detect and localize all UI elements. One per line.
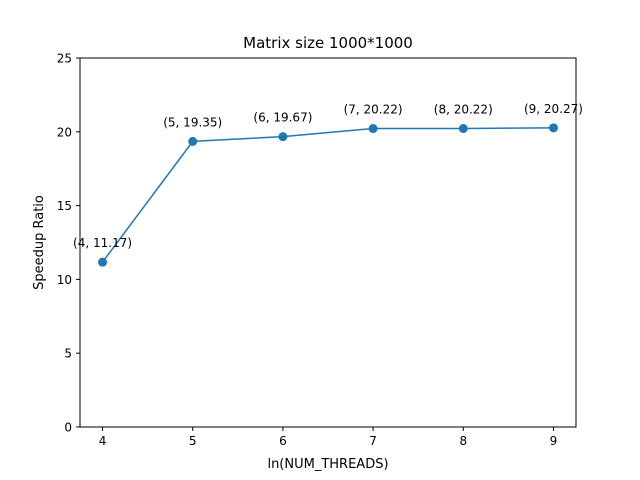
y-tick-label: 5 <box>64 347 72 361</box>
data-label: (7, 20.22) <box>344 103 403 117</box>
ticks-layer: 4 5 6 7 8 9 0 5 10 15 20 25 <box>57 52 558 449</box>
y-tick-label: 10 <box>57 273 72 287</box>
data-point <box>98 257 108 267</box>
y-tick-label: 25 <box>57 52 72 66</box>
data-label: (6, 19.67) <box>253 111 312 125</box>
series-line <box>101 127 554 263</box>
y-axis-label: Speedup Ratio <box>32 195 47 290</box>
y-tick-label: 0 <box>64 421 72 435</box>
x-tick-label: 8 <box>459 434 467 448</box>
x-tick-label: 9 <box>550 434 558 448</box>
data-label: (5, 19.35) <box>163 115 222 129</box>
marks-layer: (4, 11.17) (5, 19.35) (6, 19.67) (7, 20.22)… <box>73 102 583 267</box>
data-point <box>458 124 468 134</box>
data-point <box>188 136 198 146</box>
x-tick-label: 6 <box>279 434 287 448</box>
chart-title: Matrix size 1000*1000 <box>243 34 413 52</box>
axes-frame <box>79 57 577 428</box>
x-tick-label: 7 <box>369 434 377 448</box>
data-label: (4, 11.17) <box>73 236 132 250</box>
data-point <box>278 132 288 142</box>
data-point <box>368 124 378 134</box>
x-tick-label: 5 <box>189 434 197 448</box>
x-tick-label: 4 <box>99 434 107 448</box>
data-label: (8, 20.22) <box>434 103 493 117</box>
y-tick-label: 20 <box>57 125 72 139</box>
data-label: (9, 20.27) <box>524 102 583 116</box>
y-tick-label: 15 <box>57 199 72 213</box>
x-axis-label: ln(NUM_THREADS) <box>267 457 388 472</box>
data-point <box>548 123 558 133</box>
